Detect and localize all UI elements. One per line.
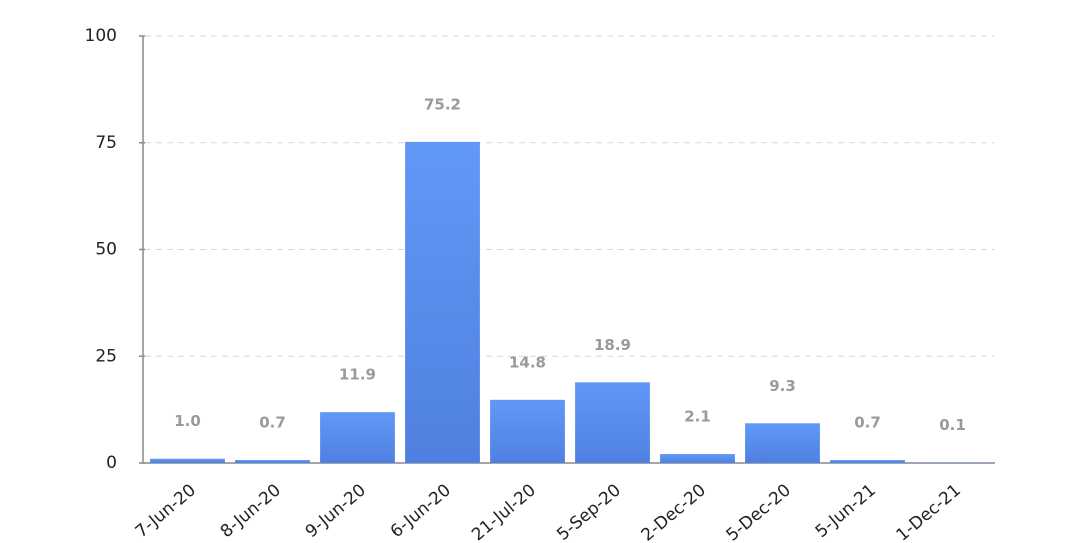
y-tick-label: 100 xyxy=(85,26,117,46)
value-label: 2.1 xyxy=(684,408,711,426)
x-tick-label: 5-Jun-21 xyxy=(812,480,880,542)
x-tick-label: 2-Dec-20 xyxy=(638,480,710,543)
value-label: 0.7 xyxy=(259,414,286,432)
x-tick-label: 9-Jun-20 xyxy=(302,480,370,542)
value-label: 0.1 xyxy=(939,416,966,434)
y-tick-label: 75 xyxy=(95,133,117,153)
bar xyxy=(490,399,565,463)
y-tick-label: 25 xyxy=(95,346,117,366)
x-tick-label: 1-Dec-21 xyxy=(893,480,965,543)
y-tick-label: 0 xyxy=(106,453,117,473)
value-label: 11.9 xyxy=(339,366,376,384)
x-tick-label: 6-Jun-20 xyxy=(387,480,455,542)
bar xyxy=(660,454,735,463)
bar xyxy=(830,460,905,463)
value-label: 0.7 xyxy=(854,414,881,432)
x-tick-label: 5-Dec-20 xyxy=(723,480,795,543)
value-label: 9.3 xyxy=(769,377,796,395)
y-tick-label: 50 xyxy=(95,240,117,260)
x-tick-label: 5-Sep-20 xyxy=(553,480,625,543)
x-tick-label: 8-Jun-20 xyxy=(217,480,285,542)
bar xyxy=(320,412,395,463)
x-tick-label: 7-Jun-20 xyxy=(132,480,200,542)
x-tick-label: 21-Jul-20 xyxy=(468,480,540,543)
value-label: 75.2 xyxy=(424,95,461,113)
bar xyxy=(575,382,650,463)
bar xyxy=(745,423,820,463)
value-label: 14.8 xyxy=(509,353,546,371)
value-label: 18.9 xyxy=(594,336,631,354)
bar xyxy=(405,141,480,463)
bar xyxy=(150,458,225,463)
value-label: 1.0 xyxy=(174,412,201,430)
bar xyxy=(235,460,310,463)
